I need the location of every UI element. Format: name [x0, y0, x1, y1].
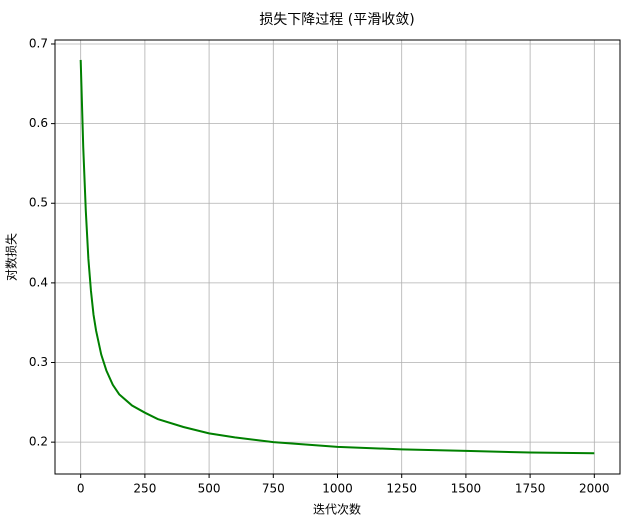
- y-tick-label: 0.2: [29, 435, 48, 449]
- x-axis-label: 迭代次数: [313, 502, 361, 517]
- x-tick-label: 2000: [579, 482, 610, 496]
- x-tick-label: 500: [198, 482, 221, 496]
- x-tick-label: 250: [133, 482, 156, 496]
- y-tick-label: 0.4: [29, 275, 48, 289]
- plot-frame: [54, 39, 621, 475]
- y-axis-label: 对数损失: [4, 233, 19, 281]
- x-tick-label: 1250: [386, 482, 417, 496]
- x-tick-label: 1000: [322, 482, 353, 496]
- x-tick-label: 0: [77, 482, 85, 496]
- x-tick-label: 750: [262, 482, 285, 496]
- x-tick-label: 1750: [515, 482, 546, 496]
- chart-title: 损失下降过程 (平滑收敛): [259, 11, 414, 28]
- y-tick-label: 0.7: [29, 36, 48, 50]
- x-tick-label: 1500: [451, 482, 482, 496]
- y-tick-label: 0.6: [29, 116, 48, 130]
- line: [79, 59, 595, 455]
- y-tick-label: 0.3: [29, 355, 48, 369]
- y-tick-label: 0.5: [29, 196, 48, 210]
